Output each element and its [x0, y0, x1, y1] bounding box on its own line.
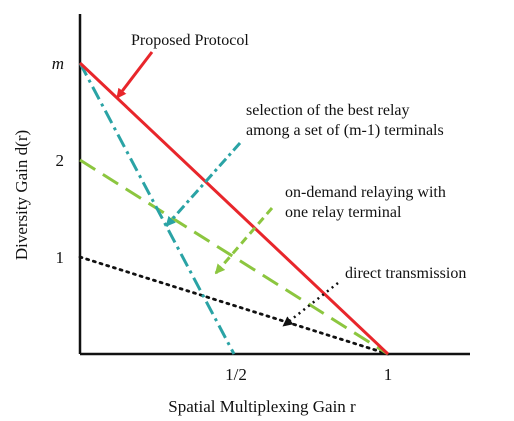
annotation-arrow-best-relay	[165, 142, 242, 227]
x-tick-label-half: 1/2	[225, 365, 247, 384]
series-line-best-relay-selection	[78, 62, 236, 355]
y-tick-label-m: m	[52, 54, 64, 73]
y-tick-label-2: 2	[56, 151, 65, 170]
series-line-proposed-protocol	[78, 61, 390, 356]
y-axis-title: Diversity Gain d(r)	[12, 130, 31, 260]
annotation-direct-transmission: direct transmission	[345, 265, 466, 282]
annotation-best-relay: selection of the best relay among a set …	[246, 102, 444, 139]
series-line-direct-transmission	[78, 255, 390, 356]
x-tick-label-1: 1	[384, 365, 393, 384]
x-axis-title: Spatial Multiplexing Gain r	[168, 397, 356, 416]
annotation-arrow-on-demand	[214, 207, 274, 275]
series-line-on-demand-relaying	[79, 158, 389, 356]
y-tick-label-1: 1	[56, 248, 65, 267]
annotation-proposed-protocol: Proposed Protocol	[131, 32, 249, 49]
annotation-arrow-proposed-protocol	[115, 51, 154, 99]
annotation-on-demand: on-demand relaying with one relay termin…	[285, 184, 450, 221]
